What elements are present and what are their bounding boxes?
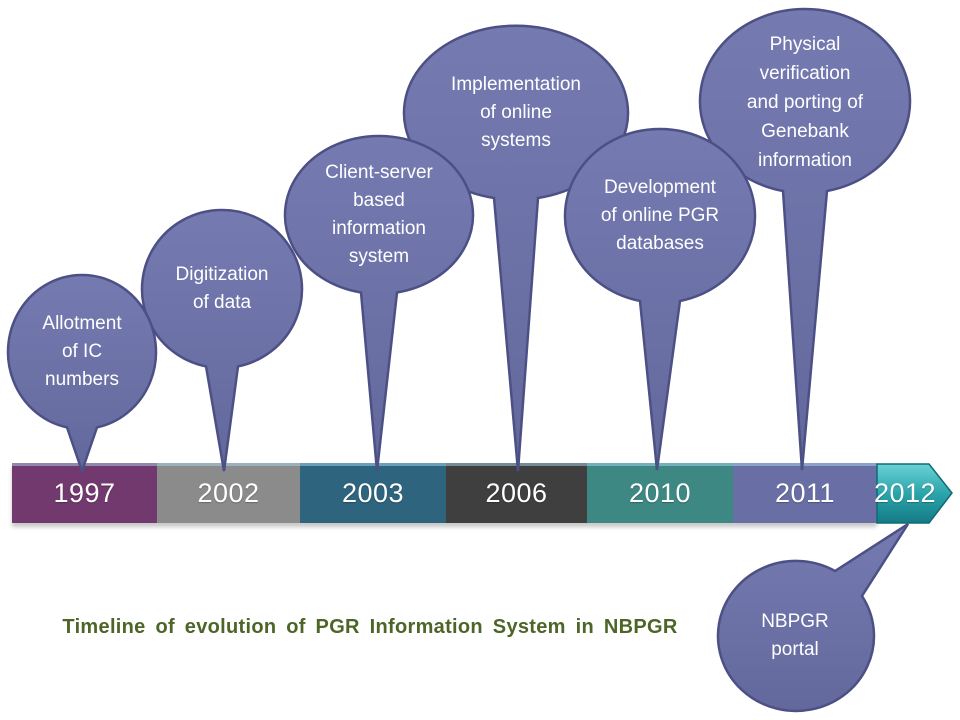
balloon-label-implementation: Implementation of online systems [451,74,581,151]
balloon-shape-development [563,127,757,471]
balloon-label-physical-verification: Physical verification and porting of Gen… [746,34,864,171]
year-label-2012: 2012 [873,477,937,508]
balloon-label-allotment: Allotment of IC numbers [42,313,122,390]
timeline-segment-2002: 2002 [157,463,300,523]
balloon-label-nbpgr-portal: NBPGR portal [761,611,829,660]
year-label-2012-wrap: 2012 [873,463,937,523]
balloon-label-development: Development of online PGR databases [600,177,720,254]
balloon-label-digitization: Digitization of data [175,264,269,313]
year-label-2003: 2003 [341,477,405,508]
timeline-segment-2010: 2010 [587,463,733,523]
timeline-segment-2011: 2011 [733,463,877,523]
timeline-segment-2003: 2003 [300,463,446,523]
timeline-bar: 1997 2002 2003 2006 2010 2011 [12,463,877,523]
balloon-label-client-server: Client-server based information system [325,162,433,267]
balloon-shape-nbpgr-portal [716,522,910,713]
balloon-shape-client-server [283,134,475,472]
year-label-1997: 1997 [53,477,116,508]
year-label-2002: 2002 [197,477,260,508]
timeline-segment-2006: 2006 [446,463,587,523]
year-label-2011: 2011 [774,477,836,508]
year-label-2010: 2010 [628,477,692,508]
year-label-2006: 2006 [485,477,548,508]
slide-caption: Timeline of evolution of PGR Information… [62,616,678,638]
balloon-shape-digitization [140,208,304,472]
balloon-shape-allotment [6,273,158,475]
timeline-arrow-2012 [876,463,953,524]
